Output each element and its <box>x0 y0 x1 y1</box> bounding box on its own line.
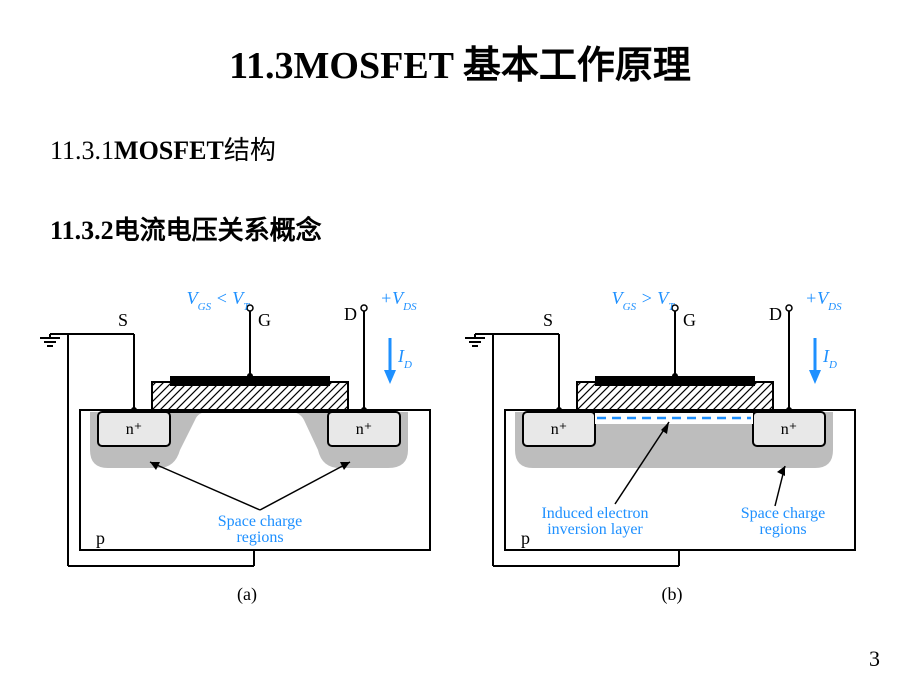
space-charge-label-a: Space charge <box>218 513 303 530</box>
mosfet-diagrams: n⁺ n⁺ <box>40 290 880 620</box>
G-label-b: G <box>683 310 696 330</box>
space-charge-label-b: Space charge <box>741 505 826 522</box>
n-plus-left-a: n⁺ <box>126 421 142 438</box>
p-label-a: p <box>96 528 105 548</box>
caption-a: (a) <box>237 584 257 605</box>
svg-text:regions: regions <box>236 529 283 546</box>
page-title: 11.3MOSFET 基本工作原理 <box>0 34 920 89</box>
section-11-3-1: 11.3.1MOSFET结构 <box>50 130 276 167</box>
section-11-3-2: 11.3.2电流电压关系概念 <box>50 210 322 247</box>
p-label-b: p <box>521 528 530 548</box>
D-label-a: D <box>344 304 357 324</box>
svg-text:ID: ID <box>822 346 837 371</box>
S-label-a: S <box>118 310 128 330</box>
vgs-cond-b: VGS > VT <box>612 290 676 313</box>
page-number: 3 <box>869 646 880 672</box>
vds-label-b: +VDS <box>805 290 842 313</box>
vds-label-a: +VDS <box>380 290 417 313</box>
inversion-label-b: Induced electron <box>541 505 648 522</box>
panel-a: n⁺ n⁺ <box>40 290 455 620</box>
caption-b: (b) <box>662 584 683 605</box>
section1-rest: 结构 <box>224 136 276 165</box>
svg-text:regions: regions <box>759 521 806 538</box>
D-label-b: D <box>769 304 782 324</box>
section1-bold: MOSFET <box>114 136 224 165</box>
ground-icon-b <box>465 334 493 346</box>
id-arrow-b: ID <box>809 338 837 384</box>
section1-num: 11.3.1 <box>50 136 114 165</box>
vgs-cond-a: VGS < VT <box>187 290 251 313</box>
svg-text:ID: ID <box>397 346 412 371</box>
ground-icon-a <box>40 334 68 346</box>
id-arrow-a: ID <box>384 338 412 384</box>
S-label-b: S <box>543 310 553 330</box>
svg-text:inversion layer: inversion layer <box>547 521 643 538</box>
panel-b: n⁺ n⁺ S <box>465 290 880 620</box>
n-plus-left-b: n⁺ <box>551 421 567 438</box>
n-plus-right-a: n⁺ <box>356 421 372 438</box>
G-label-a: G <box>258 310 271 330</box>
n-plus-right-b: n⁺ <box>781 421 797 438</box>
